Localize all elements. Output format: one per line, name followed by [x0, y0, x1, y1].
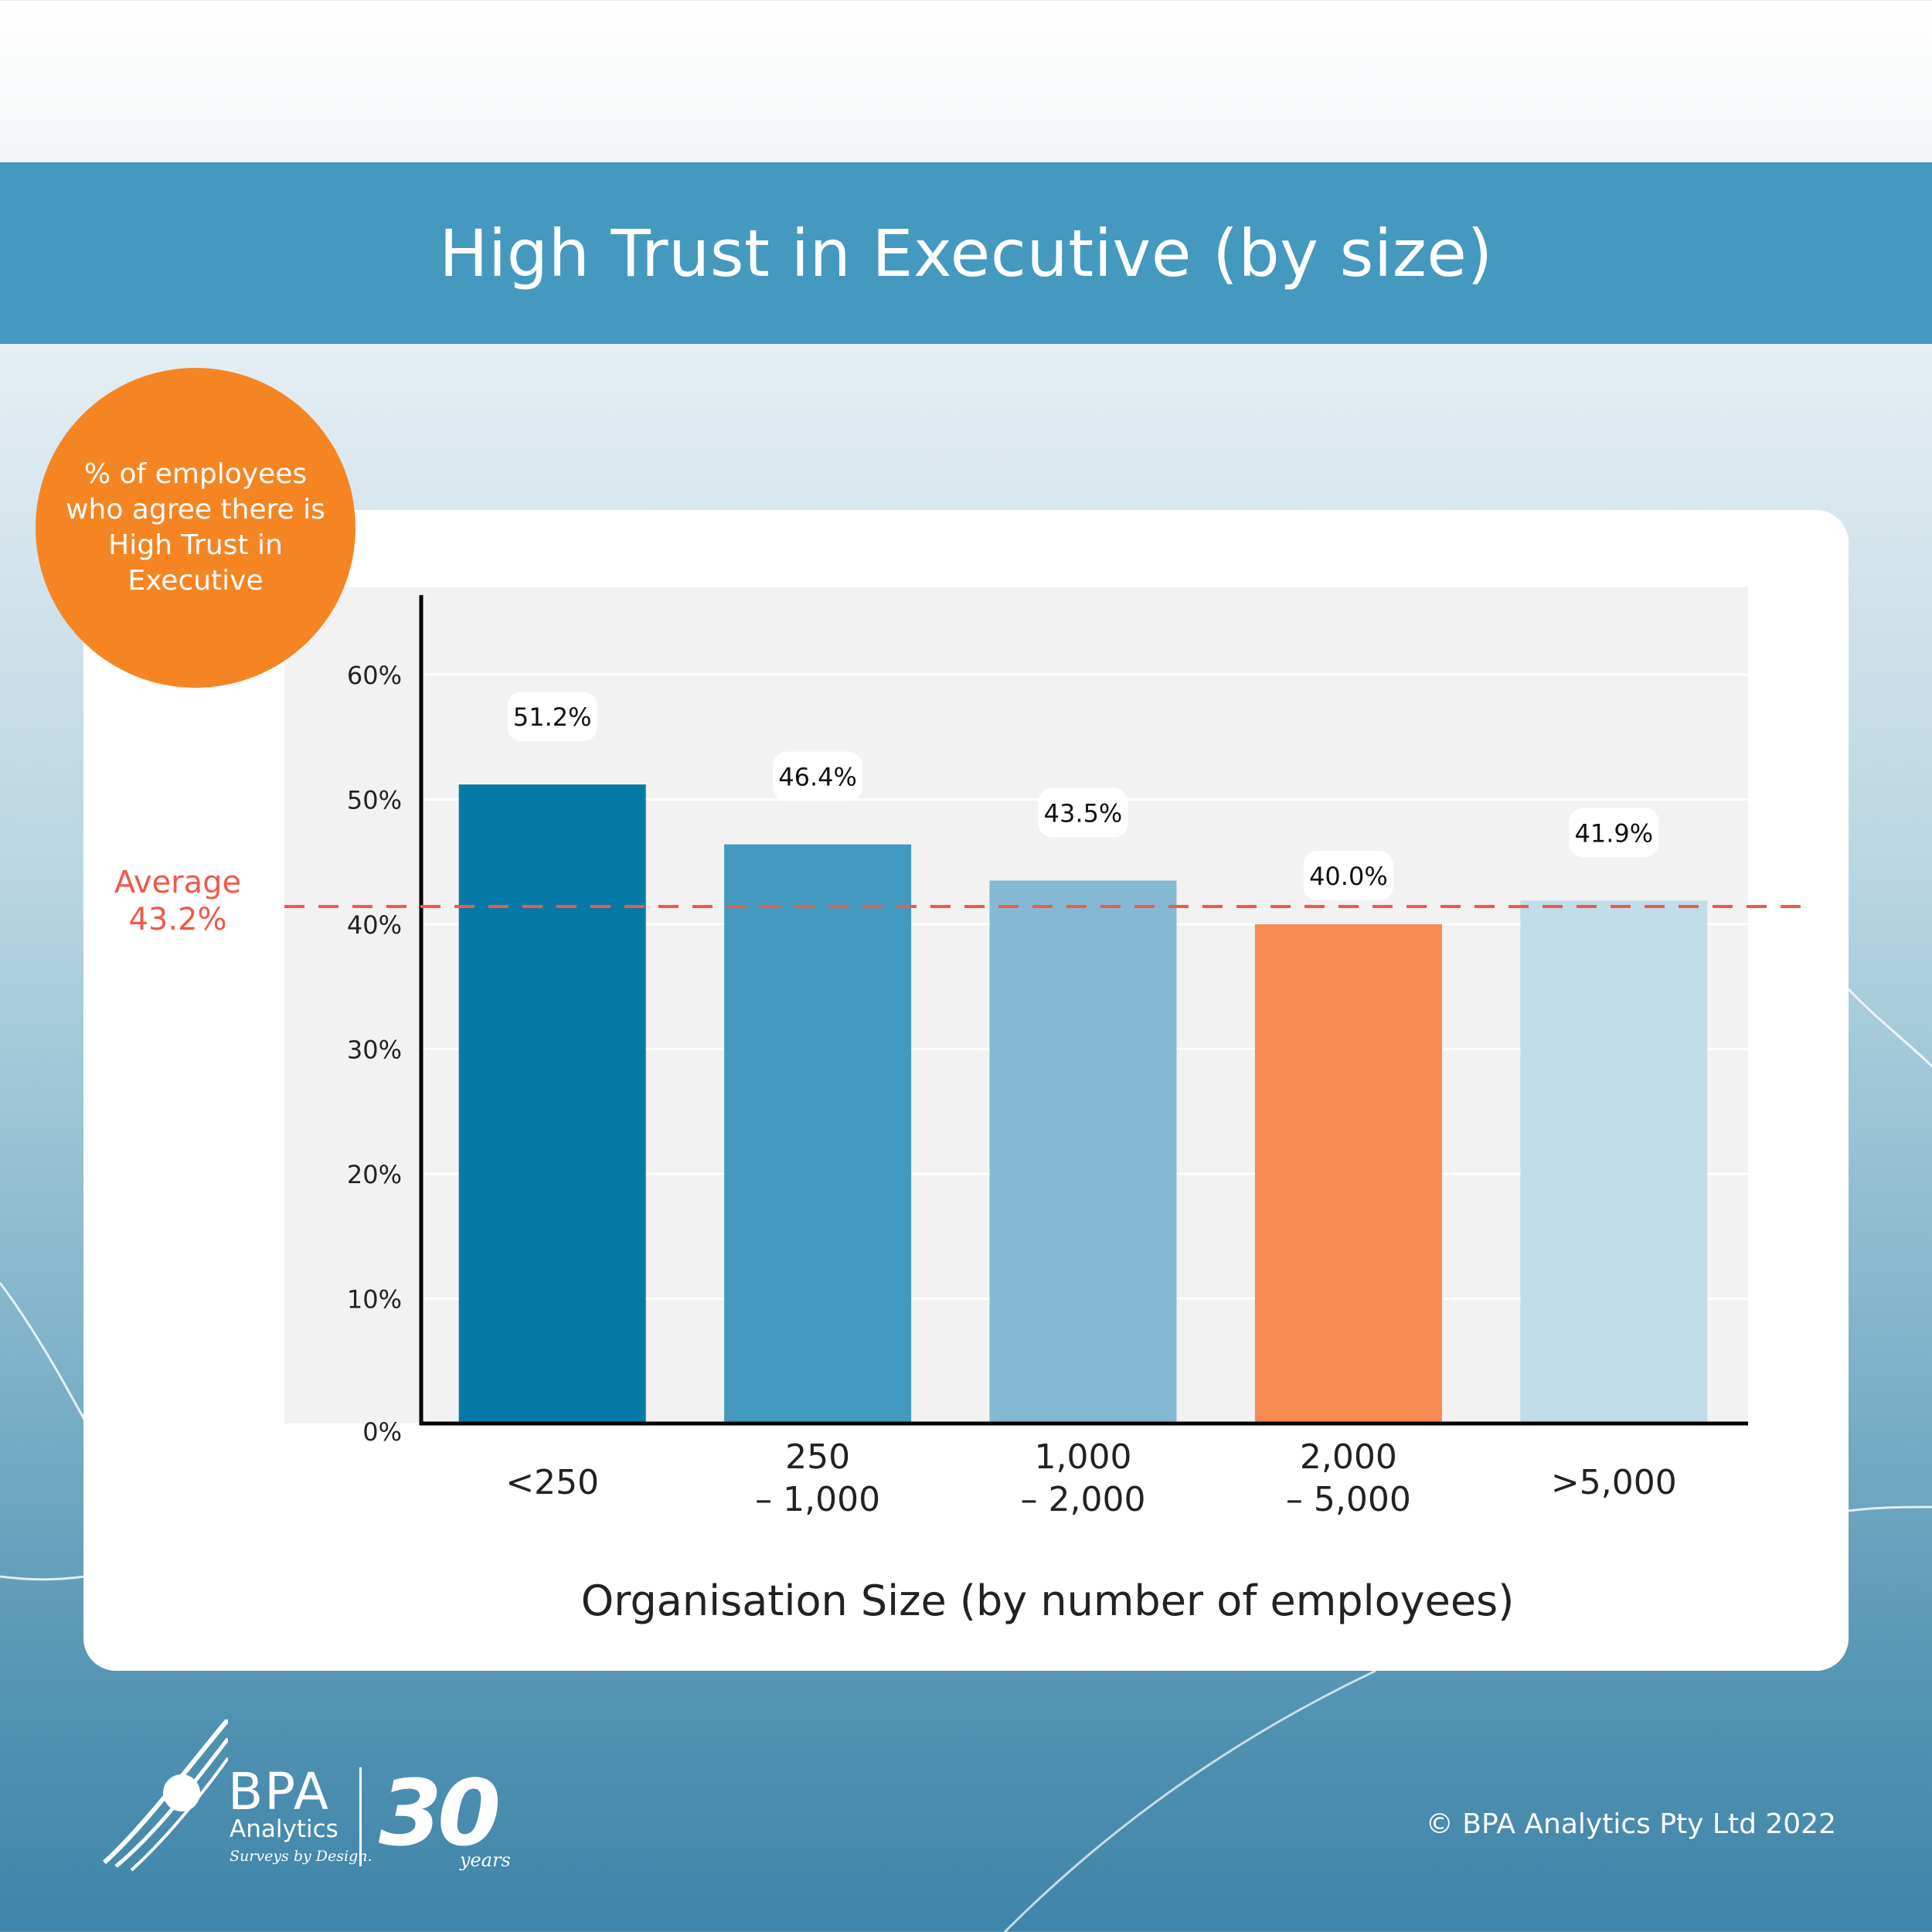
logo-name: BPA — [228, 1762, 331, 1821]
average-label: Average — [114, 865, 242, 900]
data-label-box — [1569, 808, 1659, 858]
x-tick-label: >5,000 — [1551, 1463, 1677, 1502]
average-value: 43.2% — [128, 902, 227, 937]
data-label: 51.2% — [513, 702, 592, 732]
logo-swoosh-icon — [102, 1719, 228, 1872]
x-tick-label: <250 — [505, 1463, 599, 1502]
x-tick-label: – 1,000 — [755, 1480, 880, 1519]
data-label: 40.0% — [1309, 862, 1388, 891]
bar — [1254, 924, 1442, 1423]
data-label: 46.4% — [778, 763, 857, 792]
bpa-logo: BPA Analytics Surveys by Design. 30 year… — [97, 1719, 529, 1889]
average-annotation: Average 43.2% — [85, 864, 270, 938]
copyright: © BPA Analytics Pty Ltd 2022 — [1425, 1808, 1836, 1840]
x-tick-label: 1,000 — [1035, 1437, 1132, 1477]
bar — [458, 784, 646, 1423]
title-banner: High Trust in Executive (by size) — [0, 162, 1932, 344]
y-tick-label: 20% — [347, 1160, 402, 1189]
y-tick-label: 50% — [347, 786, 402, 815]
x-tick-label: – 5,000 — [1286, 1480, 1411, 1519]
y-tick-label: 10% — [347, 1285, 402, 1315]
y-tick-label: 40% — [347, 910, 402, 940]
logo-sub: Analytics — [230, 1815, 338, 1843]
x-tick-label: – 2,000 — [1021, 1480, 1146, 1519]
bar — [989, 880, 1177, 1423]
logo-divider — [359, 1767, 362, 1866]
y-tick-label: 0% — [362, 1417, 402, 1447]
y-tick-label: 30% — [347, 1036, 402, 1065]
bar — [1520, 900, 1708, 1423]
metric-badge-text: % of employees who agree there is High T… — [66, 458, 325, 597]
data-label: 43.5% — [1044, 798, 1123, 828]
data-label-box — [507, 692, 597, 742]
anniversary-number: 30 — [379, 1760, 501, 1866]
metric-badge: % of employees who agree there is High T… — [36, 368, 355, 688]
y-tick-label: 60% — [347, 661, 402, 690]
data-label-box — [1038, 787, 1128, 838]
anniversary-label: years — [460, 1849, 511, 1871]
bar — [724, 844, 912, 1423]
data-label-box — [773, 751, 863, 801]
page-title: High Trust in Executive (by size) — [439, 215, 1493, 291]
logo-tagline: Surveys by Design. — [230, 1848, 372, 1865]
x-tick-label: 250 — [785, 1437, 850, 1477]
x-tick-label: 2,000 — [1300, 1437, 1397, 1477]
data-label: 41.9% — [1574, 818, 1653, 848]
data-label-box — [1303, 851, 1393, 900]
x-axis-title: Organisation Size (by number of employee… — [580, 1577, 1515, 1625]
